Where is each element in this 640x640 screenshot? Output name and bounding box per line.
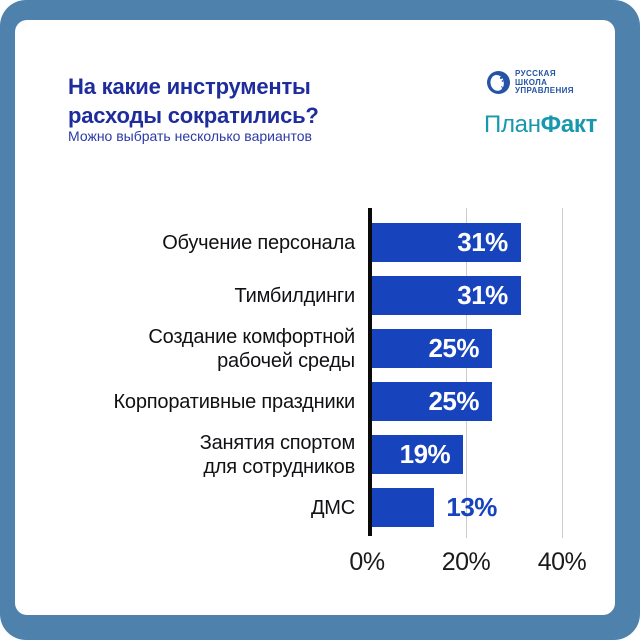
bar: 13% [372,488,497,527]
x-tick-0: 0% [349,548,385,576]
category-label: Занятия спортом для сотрудников [199,431,355,478]
category-label: Создание комфортной рабочей среды [148,325,355,372]
rshu-line2: ШКОЛА [515,77,548,87]
bar-row-training: Обучение персонала 31% [15,223,640,262]
category-label: Обучение персонала [162,231,355,254]
rshu-globe-icon [487,71,510,95]
bar-value-label: 25% [428,386,479,416]
planfakt-logo: ПланФакт [484,111,597,139]
infographic-card: На какие инструменты расходы сократились… [15,20,615,615]
bar-value-label: 31% [457,227,508,257]
page-subtitle: Можно выбрать несколько вариантов [68,128,312,144]
bar-row-comfort-environment: Создание комфортной рабочей среды 25% [15,325,640,372]
bar-row-dms: ДМС 13% [15,488,640,527]
x-tick-40: 40% [537,548,587,576]
category-label: Корпоративные праздники [113,390,355,413]
rshu-logo-text: РУССКАЯ ШКОЛА УПРАВЛЕНИЯ [515,69,574,96]
rshu-logo: РУССКАЯ ШКОЛА УПРАВЛЕНИЯ [487,69,574,96]
bar-value-label: 13% [446,492,497,522]
category-label: Тимбилдинги [234,284,356,307]
planfakt-fakt: Факт [540,111,598,138]
bar-row-corporate-parties: Корпоративные праздники 25% [15,382,640,421]
bar-row-sports: Занятия спортом для сотрудников 19% [15,431,640,478]
gridline-20pct [466,208,467,538]
rshu-line1: РУССКАЯ [515,69,556,78]
planfakt-plan: План [484,111,541,138]
bar: 25% [372,329,492,368]
x-tick-20: 20% [441,548,491,576]
gridline-40pct [562,208,563,538]
bar-row-teambuilding: Тимбилдинги 31% [15,276,640,315]
category-label: ДМС [310,496,355,519]
bar-chart: Обучение персонала 31% Тимбилдинги 31% С… [15,20,615,615]
bar: 19% [372,435,464,474]
rshu-line3: УПРАВЛЕНИЯ [515,86,574,95]
y-axis-line [368,208,372,536]
bar-value-label: 31% [457,280,508,310]
bar: 25% [372,382,492,421]
bar: 31% [372,276,521,315]
bar: 31% [372,223,521,262]
page-title: На какие инструменты расходы сократились… [68,74,319,128]
bar-value-label: 25% [428,333,479,363]
bar-value-label: 19% [399,439,451,469]
